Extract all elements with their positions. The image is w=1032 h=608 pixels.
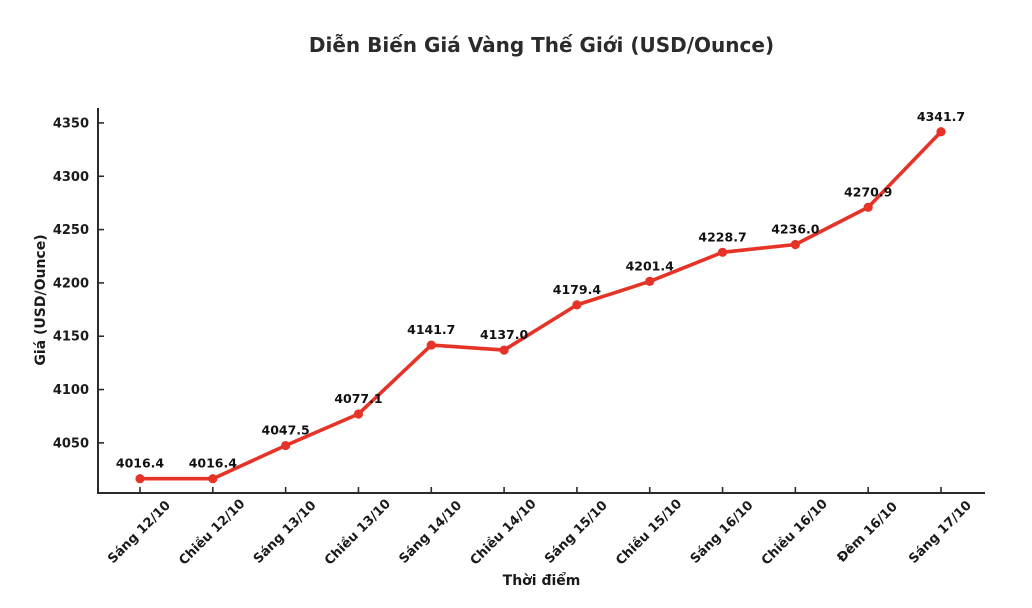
data-point-label: 4341.7: [917, 109, 965, 124]
x-tick-label: Chiều 14/10: [468, 497, 540, 569]
data-point-label: 4179.4: [553, 282, 602, 297]
price-line: [138, 129, 943, 481]
x-tick-label: Đêm 16/10: [835, 499, 901, 565]
data-point-label: 4137.0: [480, 327, 529, 342]
x-tick-label: Chiều 15/10: [613, 497, 685, 569]
x-tick-label: Sáng 17/10: [906, 498, 975, 567]
data-point: [863, 202, 873, 212]
y-tick-label: 4250: [53, 223, 89, 238]
data-point-label: 4077.1: [334, 391, 382, 406]
data-point: [572, 300, 582, 310]
data-point-label: 4270.9: [844, 184, 892, 199]
data-point-label: 4236.0: [771, 222, 820, 237]
x-tick-label: Chiều 16/10: [759, 497, 831, 569]
data-point-label: 4228.7: [698, 229, 746, 244]
data-point: [499, 345, 509, 355]
x-tick-label: Sáng 15/10: [542, 498, 611, 567]
axis-spines: [97, 108, 985, 494]
y-tick-label: 4050: [53, 436, 89, 451]
chart-title: Diễn Biến Giá Vàng Thế Giới (USD/Ounce): [308, 33, 775, 57]
data-point: [208, 474, 218, 484]
data-point-label: 4141.7: [407, 322, 455, 337]
x-tick-label: Sáng 16/10: [688, 498, 757, 567]
y-tick-label: 4300: [53, 170, 89, 185]
data-point: [717, 247, 728, 257]
data-point-label: 4016.4: [116, 456, 165, 471]
y-tick-label: 4200: [53, 276, 89, 291]
x-tick-label: Chiều 13/10: [322, 497, 394, 569]
data-point: [645, 276, 655, 287]
data-point-label: 4201.4: [626, 258, 675, 273]
data-point: [426, 340, 436, 350]
y-tick-label: 4350: [53, 116, 89, 131]
y-tick-label: 4150: [53, 330, 89, 345]
x-axis-title: Thời điểm: [502, 573, 581, 589]
data-point: [790, 239, 800, 250]
x-tick-label: Chiều 12/10: [176, 497, 248, 569]
data-point-label: 4016.4: [189, 456, 238, 471]
x-tick-label: Sáng 12/10: [105, 498, 174, 567]
y-tick-label: 4100: [53, 383, 89, 398]
data-point: [936, 127, 946, 137]
data-point: [135, 474, 145, 484]
data-point: [281, 440, 291, 451]
x-tick-label: Sáng 13/10: [251, 498, 320, 567]
x-tick-label: Sáng 14/10: [396, 498, 465, 567]
data-point-label: 4047.5: [262, 423, 310, 438]
data-point: [353, 409, 364, 419]
